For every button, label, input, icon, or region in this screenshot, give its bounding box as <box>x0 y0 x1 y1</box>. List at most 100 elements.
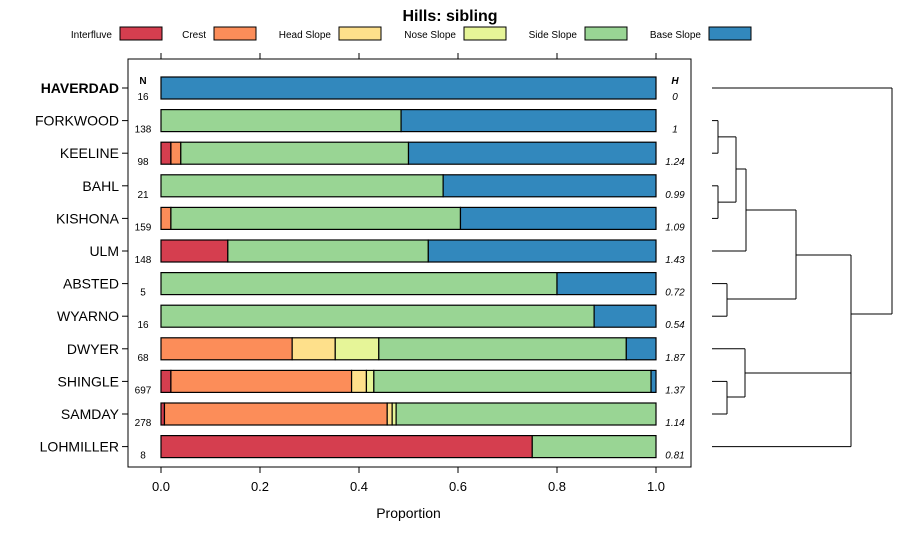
row-label: BAHL <box>82 178 119 194</box>
row-kishona: KISHONA 159 1.09 <box>56 206 685 233</box>
plot-panel: 0.0 0.2 0.4 0.6 0.8 1.0 Proportion N H HAVERDAD 16… <box>35 53 692 521</box>
bar-segment-side-slope <box>160 304 595 328</box>
bar-segment-nose-slope <box>334 337 380 361</box>
row-shingle: SHINGLE 697 1.37 <box>58 369 685 396</box>
bar-segment-nose-slope <box>365 369 375 393</box>
legend-swatch-base-slope <box>708 26 752 41</box>
bar-segment-base-slope <box>160 76 657 100</box>
bar-segment-base-slope <box>556 272 657 296</box>
row-label: ULM <box>89 243 119 259</box>
row-h-value: 1.14 <box>665 418 685 429</box>
row-h-value: 1.24 <box>665 157 685 168</box>
bar-segment-interfluve <box>160 141 172 165</box>
row-keeline: KEELINE 98 1.24 <box>60 141 685 168</box>
legend-label-interfluve: Interfluve <box>71 30 113 41</box>
row-n-value: 98 <box>137 157 149 168</box>
row-n-value: 16 <box>137 320 149 331</box>
bar-segment-crest <box>163 402 388 426</box>
row-h-value: 1.37 <box>665 385 685 396</box>
x-tick-label: 0.2 <box>251 479 269 494</box>
legend-label-crest: Crest <box>182 30 206 41</box>
row-ulm: ULM 148 1.43 <box>89 239 685 266</box>
row-n-value: 138 <box>135 125 152 136</box>
bar-segment-side-slope <box>395 402 657 426</box>
row-forkwood: FORKWOOD 138 1 <box>35 108 678 136</box>
bar-segment-side-slope <box>180 141 410 165</box>
bar-segment-base-slope <box>400 108 657 133</box>
row-h-value: 0.81 <box>665 451 684 462</box>
legend-swatch-nose-slope <box>463 26 507 41</box>
legend-swatch-head-slope <box>338 26 382 41</box>
h-header: H <box>671 76 679 87</box>
row-label: LOHMILLER <box>40 439 119 455</box>
n-header: N <box>139 76 146 87</box>
row-h-value: 1.43 <box>665 255 685 266</box>
row-label: WYARNO <box>57 308 119 324</box>
bar-segment-side-slope <box>227 239 429 263</box>
bar-segment-base-slope <box>427 239 657 263</box>
bar-segment-crest <box>170 141 182 165</box>
bar-segment-crest <box>160 337 293 361</box>
bar-segment-head-slope <box>386 402 393 426</box>
bar-segment-side-slope <box>160 272 558 296</box>
x-tick-label: 0.6 <box>449 479 467 494</box>
bar-segment-side-slope <box>160 174 444 198</box>
row-h-value: 0 <box>672 92 678 103</box>
row-label: ABSTED <box>63 276 119 292</box>
bar-segment-head-slope <box>350 369 368 393</box>
legend-swatch-side-slope <box>584 26 628 41</box>
x-tick-label: 0.4 <box>350 479 368 494</box>
row-n-value: 68 <box>137 353 149 364</box>
bar-segment-crest <box>170 369 353 393</box>
bar-segment-interfluve <box>160 369 172 393</box>
row-samday: SAMDAY 278 1.14 <box>61 402 685 429</box>
row-n-value: 21 <box>137 190 149 201</box>
x-tick-label: 1.0 <box>647 479 665 494</box>
bar-segment-side-slope <box>160 108 402 133</box>
bar-segment-interfluve <box>160 435 533 459</box>
row-bahl: BAHL 21 0.99 <box>82 174 685 201</box>
legend-label-head-slope: Head Slope <box>279 30 332 41</box>
bar-segment-crest <box>160 206 172 230</box>
row-h-value: 1.09 <box>665 222 685 233</box>
x-tick-label: 0.8 <box>548 479 566 494</box>
legend-swatch-interfluve <box>119 26 163 41</box>
bar-segment-base-slope <box>650 369 657 393</box>
plot-frame <box>127 58 692 468</box>
row-n-value: 16 <box>137 92 149 103</box>
x-axis-title: Proportion <box>376 505 441 521</box>
row-lohmiller: LOHMILLER 8 0.81 <box>40 435 685 462</box>
bar-segment-side-slope <box>373 369 652 393</box>
row-label: SHINGLE <box>58 373 119 389</box>
row-label: SAMDAY <box>61 406 120 422</box>
row-n-value: 697 <box>135 385 152 396</box>
legend-label-base-slope: Base Slope <box>650 30 702 41</box>
bar-segment-base-slope <box>593 304 657 328</box>
row-label: FORKWOOD <box>35 113 119 129</box>
bar-segment-base-slope <box>625 337 657 361</box>
bar-segment-interfluve <box>160 239 229 263</box>
legend-label-side-slope: Side Slope <box>529 30 578 41</box>
dendrogram <box>712 87 893 448</box>
bar-segment-base-slope <box>407 141 657 165</box>
row-n-value: 148 <box>135 255 152 266</box>
row-h-value: 0.54 <box>665 320 685 331</box>
legend-swatch-crest <box>213 26 257 41</box>
bar-segment-side-slope <box>170 206 462 230</box>
row-absted: ABSTED 5 0.72 <box>63 272 685 299</box>
row-n-value: 159 <box>135 222 152 233</box>
legend: Interfluve Crest Head Slope Nose Slope Side … <box>71 26 752 41</box>
row-haverdad: HAVERDAD 16 0 <box>41 76 678 103</box>
row-label: KISHONA <box>56 210 120 226</box>
row-wyarno: WYARNO 16 0.54 <box>57 304 685 331</box>
row-n-value: 278 <box>135 418 152 429</box>
bar-segment-base-slope <box>442 174 657 198</box>
x-tick-label: 0.0 <box>152 479 170 494</box>
bar-segment-side-slope <box>378 337 627 361</box>
row-dwyer: DWYER 68 1.87 <box>67 337 685 364</box>
row-h-value: 1.87 <box>665 353 685 364</box>
row-label: HAVERDAD <box>41 80 119 96</box>
row-h-value: 0.99 <box>665 190 685 201</box>
bar-segment-head-slope <box>291 337 336 361</box>
